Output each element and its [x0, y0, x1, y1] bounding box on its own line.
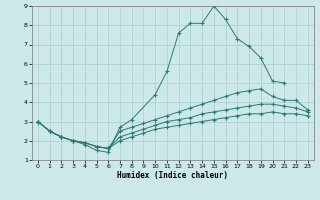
X-axis label: Humidex (Indice chaleur): Humidex (Indice chaleur): [117, 171, 228, 180]
